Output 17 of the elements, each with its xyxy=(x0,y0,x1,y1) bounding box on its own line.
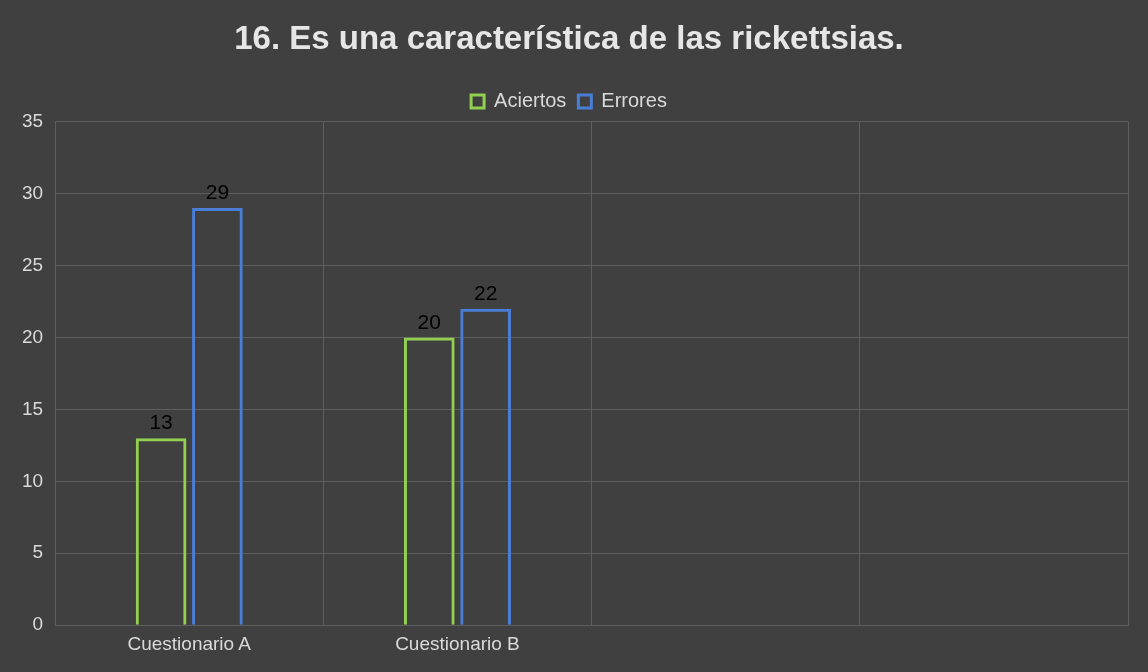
y-tick-label: 20 xyxy=(21,325,44,347)
legend-label: Aciertos xyxy=(494,89,567,112)
y-tick-label: 15 xyxy=(21,397,44,419)
data-label: 22 xyxy=(473,280,498,304)
data-label: 29 xyxy=(205,180,230,204)
data-label: 13 xyxy=(149,410,173,434)
chart-title: 16. Es una característica de las rickettsias. xyxy=(234,18,904,56)
y-tick-label: 0 xyxy=(32,613,44,635)
y-tick-label: 10 xyxy=(21,469,44,491)
y-tick-label: 5 xyxy=(32,541,44,563)
legend-label: Errores xyxy=(601,89,667,112)
x-tick-label: Cuestionario B xyxy=(395,632,520,654)
data-label: 20 xyxy=(417,309,441,333)
x-tick-label: Cuestionario A xyxy=(127,632,252,654)
y-tick-label: 30 xyxy=(21,181,44,203)
y-tick-label: 35 xyxy=(21,109,44,131)
y-tick-label: 25 xyxy=(21,253,44,275)
